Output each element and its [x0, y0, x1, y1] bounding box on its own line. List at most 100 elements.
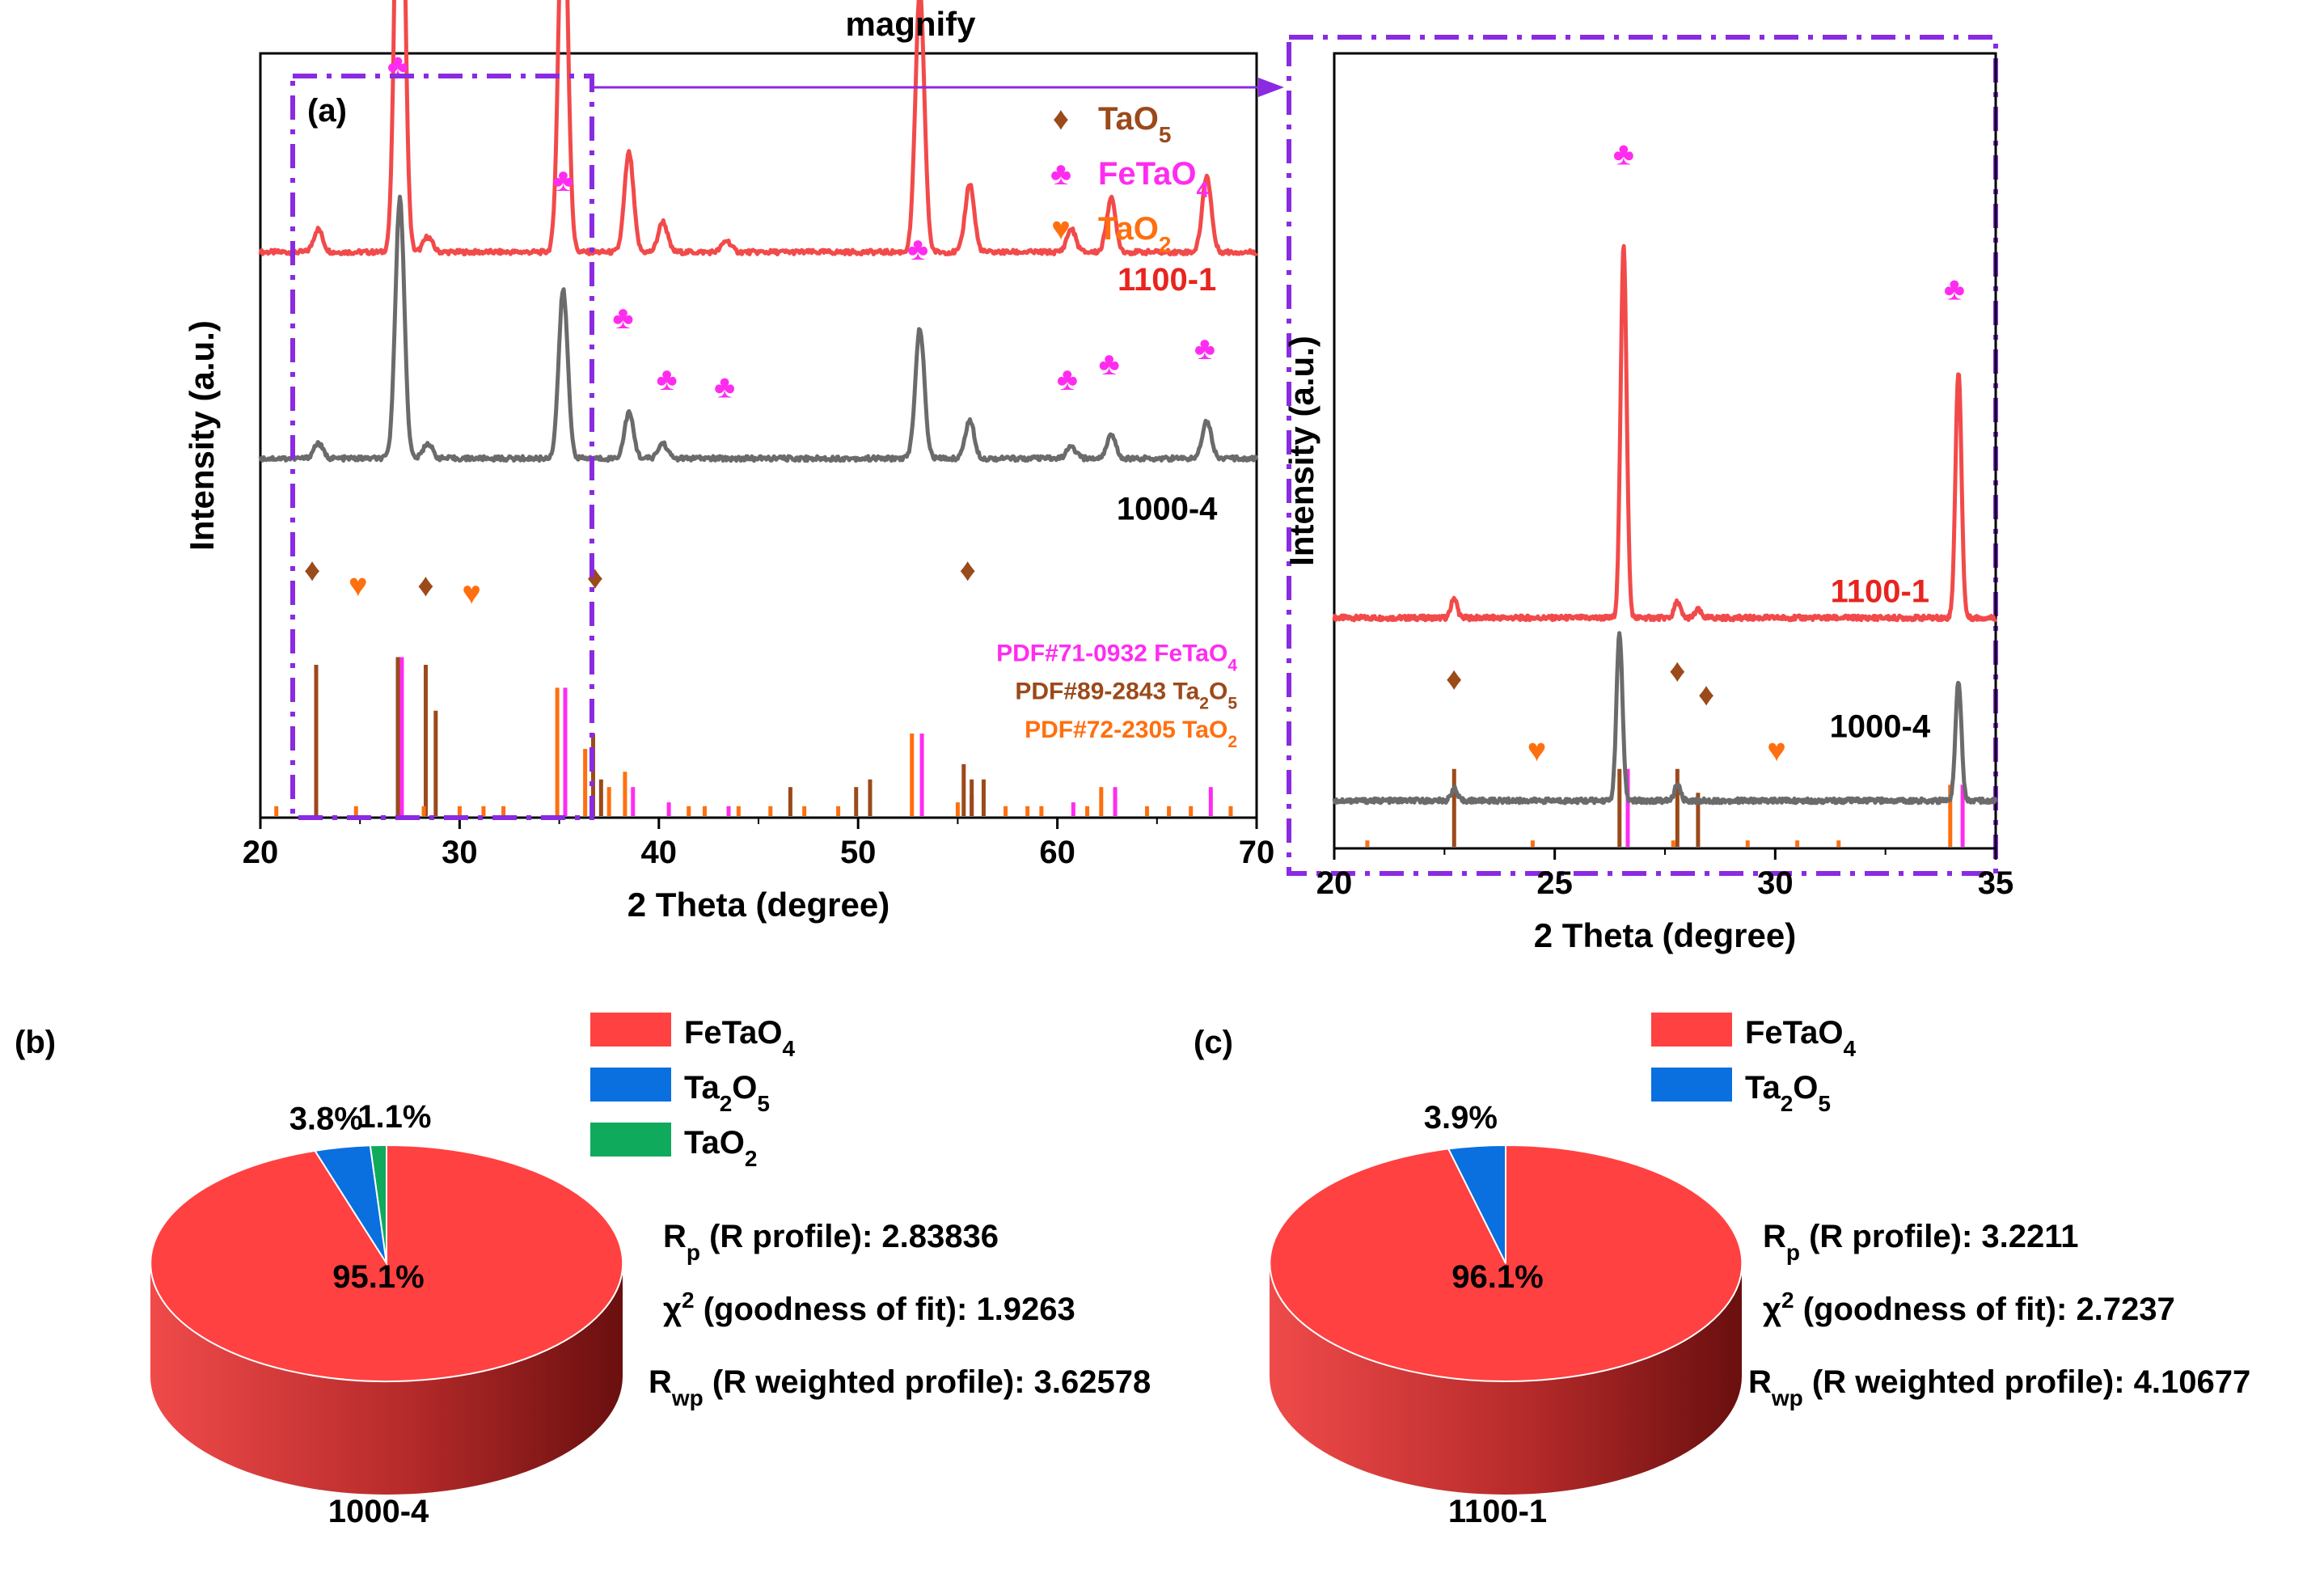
peak-marker: ♣ [612, 300, 633, 336]
text-span: (R weighted profile): 3.62578 [704, 1364, 1151, 1400]
pie-slice-label: 95.1% [332, 1259, 424, 1295]
text-span: (goodness of fit): 1.9263 [695, 1292, 1075, 1327]
text-span: R [649, 1364, 672, 1400]
magnify-arrow-head [1258, 78, 1284, 97]
peak-marker: ♥ [1767, 733, 1786, 768]
pie-side [150, 1263, 623, 1495]
text-span: TaO [1098, 211, 1159, 247]
legend-label: Ta2O5 [684, 1070, 770, 1116]
text-span: 2 [720, 1091, 733, 1116]
sample-label: 1000-4 [1117, 491, 1218, 526]
xrd-panel-a-magnified: 20 25 30 35 2 Theta (degree) Intensity (a.u.)… [1282, 52, 2014, 954]
legend-swatch [1651, 1068, 1732, 1102]
text-span: 2 [745, 1146, 758, 1171]
peak-marker: ♣ [907, 231, 928, 267]
legend-label: Ta2O5 [1745, 1070, 1831, 1116]
pie-panel-c: 96.1% 3.9% 1100-1 FeTaO4 Ta2O5 Rp (R profile)… [1194, 1013, 2250, 1529]
pie-slice-label: 96.1% [1451, 1259, 1543, 1295]
peak-marker: ♥ [1528, 733, 1547, 768]
text-span: 2 [1199, 694, 1209, 713]
pie-slice-label: 1.1% [357, 1099, 431, 1135]
text-span: p [1786, 1240, 1800, 1265]
text-span: p [687, 1240, 700, 1265]
text-span: (R weighted profile): 4.10677 [1803, 1364, 2250, 1400]
text-span: 2 [1227, 732, 1237, 751]
spectrum-line-1000-4 [258, 194, 1259, 463]
pie-slice-label: 3.9% [1424, 1100, 1498, 1135]
text-span: 4 [1197, 177, 1210, 202]
text-span: (R profile): 3.2211 [1800, 1219, 2079, 1254]
text-span: χ [1763, 1292, 1781, 1327]
peak-marker: ♣ [552, 163, 573, 198]
x-tick-label: 60 [1039, 835, 1075, 870]
peak-marker: ♦ [1669, 653, 1685, 689]
panel-label: (b) [15, 1025, 56, 1060]
legend-swatch [590, 1013, 671, 1047]
peak-marker: ♣ [1944, 272, 1965, 307]
text-span: O [1209, 679, 1227, 705]
pie-side [1270, 1263, 1742, 1495]
pie-slice-TaO [369, 1144, 387, 1264]
text-span: 2 [1781, 1288, 1794, 1313]
text-span: 5 [757, 1091, 770, 1116]
peak-marker: ♦ [417, 568, 433, 603]
x-axis-title: 2 Theta (degree) [1534, 916, 1796, 954]
x-tick-label: 30 [442, 835, 478, 870]
text-span: 2 [682, 1288, 695, 1313]
peak-marker: ♣ [1099, 346, 1120, 382]
text-span: 2 [1159, 232, 1172, 257]
text-span: (R profile): 2.83836 [700, 1219, 999, 1254]
legend-label: FeTaO4 [1745, 1015, 1857, 1061]
panel-label: (c) [1194, 1025, 1233, 1060]
legend-marker: ♣ [1050, 156, 1071, 192]
sample-label: 1100-1 [1831, 573, 1929, 609]
reference-label: PDF#89-2843 Ta2O5 [1015, 679, 1237, 713]
peak-marker: ♣ [1194, 331, 1215, 366]
x-tick-label: 20 [1316, 865, 1353, 901]
text-span: FeTaO [684, 1015, 783, 1051]
x-axis-title: 2 Theta (degree) [627, 886, 889, 924]
sample-label: 1100-1 [1118, 262, 1216, 298]
text-span: O [1793, 1070, 1818, 1106]
spectrum-line-1100-1 [1332, 243, 1998, 623]
magnify-frame [1287, 35, 1998, 876]
fit-statistic: χ2 (goodness of fit): 2.7237 [1763, 1288, 2175, 1328]
text-span: 5 [1159, 122, 1172, 147]
fit-statistic: Rwp (R weighted profile): 4.10677 [1748, 1364, 2250, 1410]
text-span: PDF#71-0932 FeTaO [996, 640, 1227, 666]
x-tick-label: 30 [1757, 865, 1794, 901]
legend-label: TaO2 [1098, 211, 1171, 257]
reference-label: PDF#71-0932 FeTaO4 [996, 640, 1237, 674]
text-span: R [663, 1219, 687, 1254]
text-span: Ta [1098, 101, 1134, 137]
peak-marker: ♣ [1057, 362, 1078, 397]
reference-label: PDF#72-2305 TaO2 [1025, 717, 1237, 751]
legend-marker: ♦ [1053, 101, 1069, 137]
spectrum-line-1000-4 [1332, 631, 1998, 806]
text-span: PDF#72-2305 TaO [1025, 717, 1227, 743]
peak-marker: ♦ [1446, 661, 1462, 696]
legend-swatch [590, 1123, 671, 1157]
text-span: FeTaO [1745, 1015, 1844, 1051]
peak-marker: ♣ [657, 362, 678, 397]
text-span: O [1134, 101, 1159, 137]
peak-marker: ♣ [1613, 137, 1634, 172]
text-span: R [1748, 1364, 1772, 1400]
x-tick-label: 50 [840, 835, 877, 870]
text-span: FeTaO [1098, 156, 1197, 192]
xrd-panel-a-main: 20 30 40 50 60 70 2 Theta (degree) Intensity (a… [183, 0, 1284, 924]
pie-title: 1100-1 [1448, 1494, 1547, 1529]
text-span: 5 [1227, 694, 1237, 713]
pie-title: 1000-4 [328, 1494, 429, 1529]
pie-slice-label: 3.8% [289, 1102, 363, 1137]
x-tick-label: 25 [1536, 865, 1573, 901]
legend-swatch [1651, 1013, 1732, 1047]
legend-label: FeTaO4 [684, 1015, 796, 1061]
peak-marker: ♦ [587, 560, 603, 596]
peak-marker: ♦ [1698, 677, 1714, 713]
x-tick-label: 35 [1978, 865, 2014, 901]
fit-statistic: Rp (R profile): 2.83836 [663, 1219, 999, 1265]
spectrum-line-1100-1 [258, 0, 1258, 256]
text-span: wp [671, 1385, 704, 1410]
